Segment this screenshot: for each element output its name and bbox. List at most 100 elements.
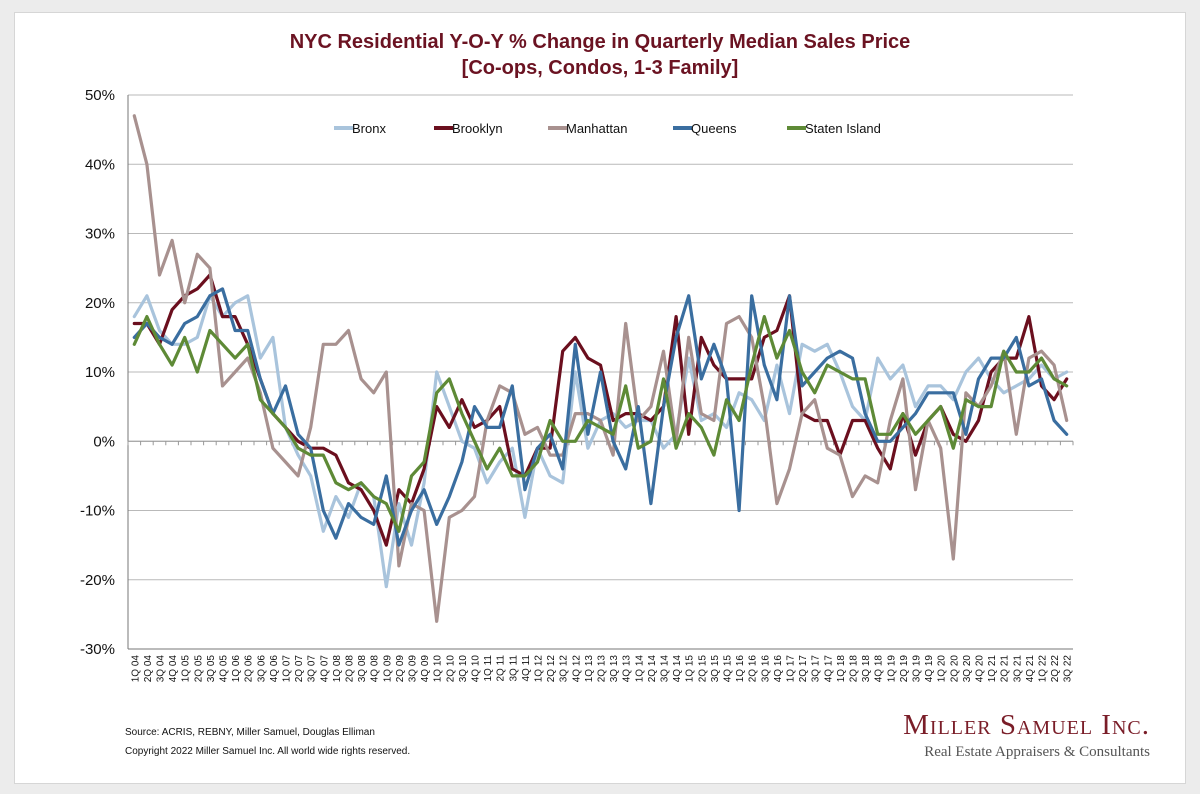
data-point-brooklyn xyxy=(561,350,564,353)
data-point-manhattan xyxy=(196,253,199,256)
data-point-manhattan xyxy=(297,474,300,477)
data-point-manhattan xyxy=(612,454,615,457)
x-tick-label: 1Q 18 xyxy=(836,655,847,683)
data-point-queens xyxy=(385,474,388,477)
data-point-manhattan xyxy=(209,267,212,270)
data-point-brooklyn xyxy=(234,315,237,318)
x-tick-label: 4Q 10 xyxy=(471,655,482,683)
x-tick-label: 3Q 05 xyxy=(206,655,217,683)
data-point-manhattan xyxy=(385,371,388,374)
data-point-brooklyn xyxy=(1053,398,1056,401)
data-point-manhattan xyxy=(939,447,942,450)
data-point-bronx xyxy=(335,495,338,498)
data-point-staten-island xyxy=(536,461,539,464)
data-point-bronx xyxy=(158,329,161,332)
data-point-bronx xyxy=(927,384,930,387)
data-point-queens xyxy=(259,378,262,381)
x-tick-label: 4Q 09 xyxy=(420,655,431,683)
data-point-staten-island xyxy=(347,488,350,491)
data-point-bronx xyxy=(965,371,968,374)
x-tick-label: 3Q 18 xyxy=(861,655,872,683)
data-point-brooklyn xyxy=(977,419,980,422)
x-tick-label: 2Q 19 xyxy=(899,655,910,683)
data-point-staten-island xyxy=(914,433,917,436)
x-tick-label: 4Q 14 xyxy=(672,655,683,683)
x-tick-label: 1Q 16 xyxy=(735,655,746,683)
data-point-queens xyxy=(1053,419,1056,422)
data-point-manhattan xyxy=(1053,364,1056,367)
data-point-manhattan xyxy=(965,391,968,394)
data-point-queens xyxy=(977,378,980,381)
data-point-manhattan xyxy=(221,384,224,387)
data-point-staten-island xyxy=(650,440,653,443)
data-point-bronx xyxy=(801,343,804,346)
data-point-queens xyxy=(435,523,438,526)
source-note: Source: ACRIS, REBNY, Miller Samuel, Dou… xyxy=(125,727,375,738)
y-tick-label: -10% xyxy=(80,503,115,520)
data-point-staten-island xyxy=(398,530,401,533)
data-point-queens xyxy=(612,440,615,443)
legend-label: Manhattan xyxy=(566,121,627,136)
data-point-staten-island xyxy=(851,378,854,381)
data-point-staten-island xyxy=(637,447,640,450)
data-point-bronx xyxy=(423,481,426,484)
x-tick-label: 4Q 13 xyxy=(622,655,633,683)
data-point-manhattan xyxy=(410,502,413,505)
data-point-staten-island xyxy=(750,364,753,367)
data-point-staten-island xyxy=(952,447,955,450)
x-tick-label: 4Q 16 xyxy=(773,655,784,683)
data-point-queens xyxy=(965,433,968,436)
x-tick-label: 4Q 19 xyxy=(924,655,935,683)
x-tick-label: 1Q 15 xyxy=(685,655,696,683)
y-tick-label: 20% xyxy=(85,295,115,312)
data-point-bronx xyxy=(813,350,816,353)
data-point-staten-island xyxy=(561,440,564,443)
data-point-brooklyn xyxy=(952,433,955,436)
x-tick-label: 1Q 17 xyxy=(786,655,797,683)
data-point-manhattan xyxy=(158,274,161,277)
data-point-queens xyxy=(549,433,552,436)
data-point-staten-island xyxy=(133,343,136,346)
data-point-brooklyn xyxy=(750,378,753,381)
x-tick-label: 3Q 04 xyxy=(156,655,167,683)
data-point-queens xyxy=(927,391,930,394)
data-point-staten-island xyxy=(675,447,678,450)
x-tick-label: 1Q 19 xyxy=(886,655,897,683)
data-point-staten-island xyxy=(889,433,892,436)
data-point-staten-island xyxy=(700,426,703,429)
data-point-bronx xyxy=(1040,364,1043,367)
data-point-staten-island xyxy=(335,481,338,484)
data-point-manhattan xyxy=(524,433,527,436)
data-point-brooklyn xyxy=(612,419,615,422)
x-tick-label: 2Q 15 xyxy=(697,655,708,683)
data-point-queens xyxy=(662,405,665,408)
data-point-brooklyn xyxy=(624,412,627,415)
data-point-queens xyxy=(347,502,350,505)
x-tick-label: 1Q 20 xyxy=(937,655,948,683)
x-tick-label: 2Q 09 xyxy=(395,655,406,683)
data-point-queens xyxy=(650,502,653,505)
data-point-manhattan xyxy=(700,412,703,415)
data-point-manhattan xyxy=(650,405,653,408)
data-point-staten-island xyxy=(662,378,665,381)
data-point-manhattan xyxy=(549,454,552,457)
data-point-bronx xyxy=(322,530,325,533)
data-point-manhattan xyxy=(335,343,338,346)
data-point-manhattan xyxy=(952,558,955,561)
data-point-manhattan xyxy=(347,329,350,332)
x-tick-label: 1Q 08 xyxy=(332,655,343,683)
data-point-staten-island xyxy=(876,433,879,436)
data-point-staten-island xyxy=(599,426,602,429)
data-point-queens xyxy=(939,391,942,394)
data-point-brooklyn xyxy=(423,468,426,471)
x-tick-label: 2Q 14 xyxy=(647,655,658,683)
x-tick-label: 3Q 12 xyxy=(559,655,570,683)
data-point-queens xyxy=(902,426,905,429)
x-tick-label: 3Q 08 xyxy=(357,655,368,683)
data-point-staten-island xyxy=(826,364,829,367)
data-point-manhattan xyxy=(461,509,464,512)
data-point-brooklyn xyxy=(675,315,678,318)
legend-label: Bronx xyxy=(352,121,386,136)
data-point-staten-island xyxy=(839,371,842,374)
data-point-brooklyn xyxy=(599,364,602,367)
